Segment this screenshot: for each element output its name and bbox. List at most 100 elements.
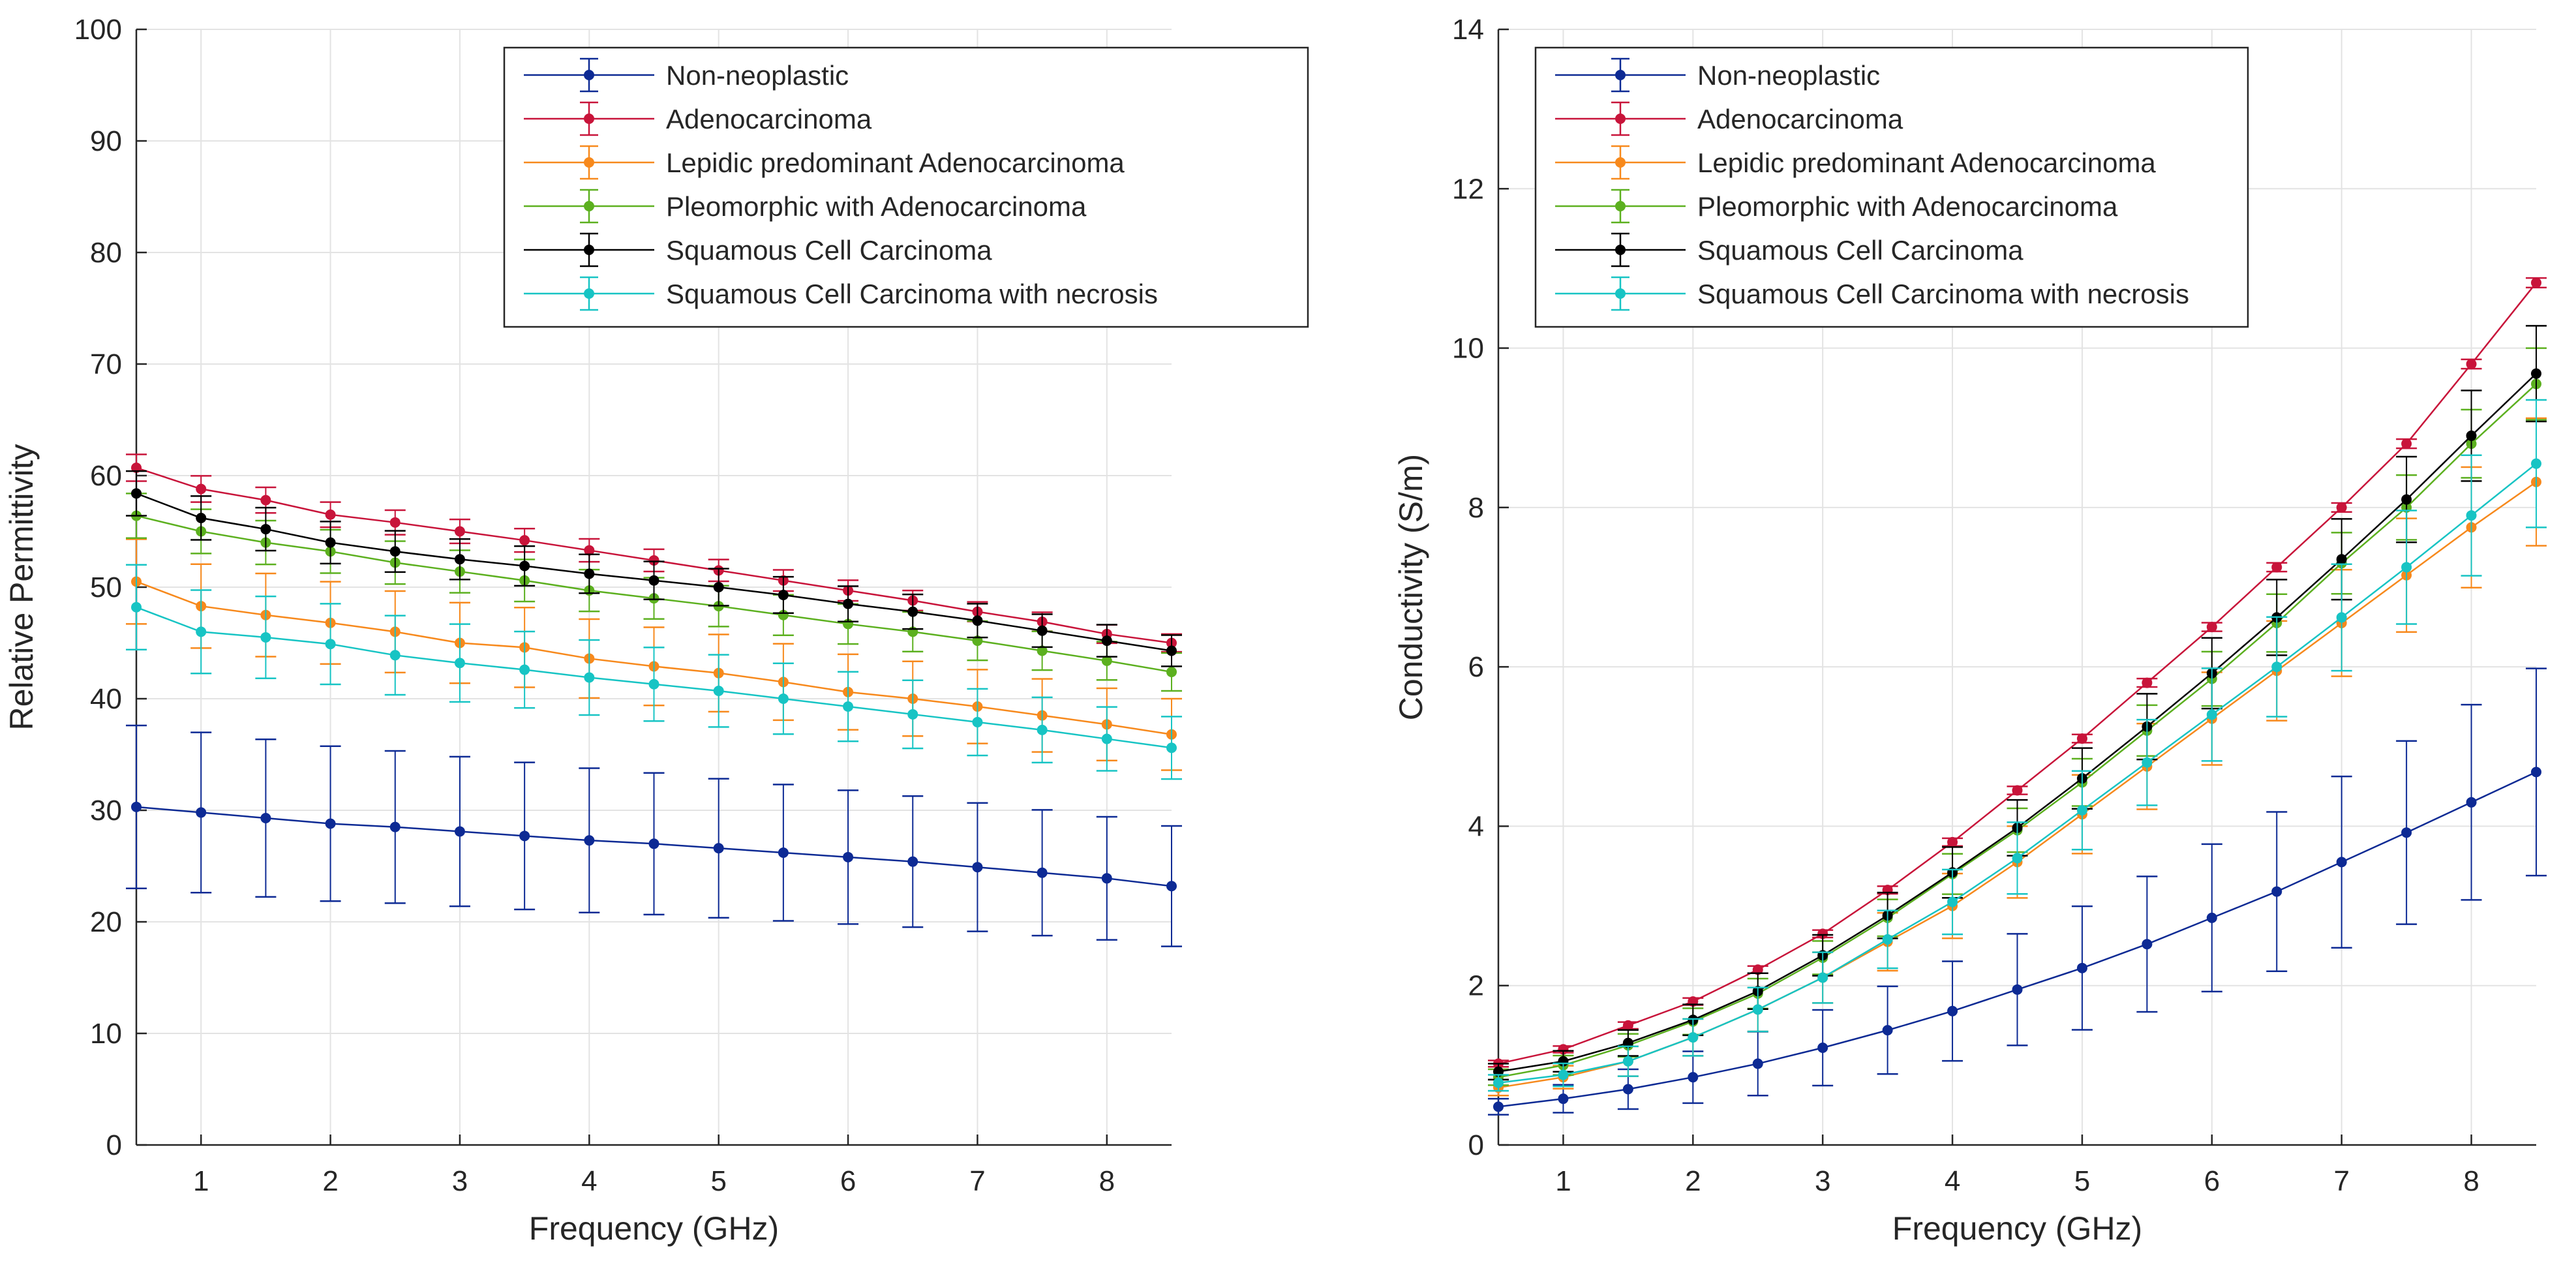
data-point xyxy=(1882,934,1893,945)
legend-label: Squamous Cell Carcinoma xyxy=(1697,235,2023,266)
data-point xyxy=(2142,757,2153,768)
legend-item: Adenocarcinoma xyxy=(1555,101,1903,136)
data-point xyxy=(972,862,983,873)
data-point xyxy=(260,524,271,535)
x-tick-label: 6 xyxy=(2204,1165,2220,1197)
data-point xyxy=(389,821,401,832)
series-non-neoplastic xyxy=(126,724,1182,947)
legend-box xyxy=(503,46,1309,328)
data-point xyxy=(454,554,465,565)
data-point xyxy=(2336,857,2347,868)
legend-marker xyxy=(1615,157,1626,168)
data-point xyxy=(2012,785,2023,796)
x-axis-label: Frequency (GHz) xyxy=(1892,1210,2142,1247)
data-point xyxy=(2531,458,2541,469)
x-tick-label: 6 xyxy=(840,1165,856,1197)
y-tick-label: 10 xyxy=(90,1018,122,1050)
data-point xyxy=(2401,562,2412,573)
series-non-neoplastic xyxy=(1488,667,2547,1116)
data-point xyxy=(2531,277,2541,288)
legend-item: Squamous Cell Carcinoma xyxy=(1555,232,2023,267)
legend-item: Squamous Cell Carcinoma with necrosis xyxy=(1555,276,2189,311)
data-point xyxy=(1493,1101,1504,1112)
data-point xyxy=(389,650,401,661)
data-point xyxy=(2206,622,2217,633)
data-point xyxy=(584,568,595,579)
data-point xyxy=(1752,1058,1763,1069)
data-point xyxy=(2401,438,2412,450)
data-point xyxy=(648,678,659,690)
data-point xyxy=(454,658,465,669)
legend-marker xyxy=(1615,201,1626,211)
legend-item: Squamous Cell Carcinoma with necrosis xyxy=(524,276,1158,311)
data-point xyxy=(454,826,465,837)
y-tick-label: 4 xyxy=(1468,810,1484,842)
data-point xyxy=(972,716,983,727)
x-tick-label: 3 xyxy=(452,1165,468,1197)
data-point xyxy=(1622,1084,1633,1095)
data-point xyxy=(1558,1093,1569,1105)
data-point xyxy=(2012,853,2023,864)
x-tick-label: 4 xyxy=(581,1165,597,1197)
x-tick-label: 4 xyxy=(1945,1165,1960,1197)
legend-marker xyxy=(584,70,594,80)
data-point xyxy=(131,801,142,812)
x-tick-label: 7 xyxy=(2333,1165,2349,1197)
data-point xyxy=(1558,1069,1569,1080)
data-point xyxy=(2336,554,2347,565)
data-point xyxy=(389,517,401,528)
data-point xyxy=(1947,1005,1958,1016)
legend-item: Squamous Cell Carcinoma xyxy=(524,232,992,267)
y-tick-label: 90 xyxy=(90,125,122,157)
x-tick-label: 5 xyxy=(710,1165,726,1197)
x-tick-label: 1 xyxy=(193,1165,209,1197)
legend-label: Non-neoplastic xyxy=(666,60,849,91)
x-tick-label: 7 xyxy=(969,1165,985,1197)
legend-marker xyxy=(584,114,594,124)
data-point xyxy=(1688,1072,1699,1083)
data-point xyxy=(196,512,207,523)
legend-item: Adenocarcinoma xyxy=(524,101,872,136)
data-point xyxy=(2401,494,2412,505)
x-tick-label: 8 xyxy=(2463,1165,2479,1197)
data-point xyxy=(648,575,659,586)
data-point xyxy=(2466,797,2477,808)
data-point xyxy=(1101,655,1112,666)
y-tick-label: 12 xyxy=(1452,173,1484,205)
legend-box xyxy=(1534,46,2249,328)
series-squamous-cell-carcinoma xyxy=(126,470,1182,667)
data-point xyxy=(260,495,271,506)
legend-item: Non-neoplastic xyxy=(1555,57,1880,93)
data-point xyxy=(778,589,789,600)
data-point xyxy=(1037,867,1048,878)
data-point xyxy=(1752,964,1763,975)
data-point xyxy=(1947,836,1958,847)
data-point xyxy=(1166,742,1177,754)
legend-label: Lepidic predominant Adenocarcinoma xyxy=(1697,147,2156,178)
x-tick-label: 5 xyxy=(2074,1165,2090,1197)
data-point xyxy=(1037,645,1048,656)
legend-marker xyxy=(1615,70,1626,80)
series-squamous-cell-carcinoma-with-necrosis xyxy=(1488,399,2547,1092)
y-tick-label: 2 xyxy=(1468,970,1484,1002)
data-point xyxy=(843,598,854,609)
data-point xyxy=(2401,827,2412,838)
legend-label: Pleomorphic with Adenocarcinoma xyxy=(666,191,1087,222)
data-point xyxy=(778,847,789,858)
data-point xyxy=(584,672,595,683)
y-tick-label: 70 xyxy=(90,348,122,380)
data-point xyxy=(2271,886,2282,897)
legend-label: Adenocarcinoma xyxy=(1697,104,1903,134)
legend-marker xyxy=(1615,245,1626,255)
data-point xyxy=(1752,1004,1763,1015)
data-point xyxy=(325,509,336,520)
data-point xyxy=(2076,805,2087,815)
data-point xyxy=(584,545,595,556)
data-point xyxy=(1688,1032,1699,1043)
data-point xyxy=(2206,709,2217,720)
series-adenocarcinoma xyxy=(126,453,1182,653)
data-point xyxy=(389,546,401,557)
data-point xyxy=(519,831,530,842)
data-point xyxy=(2206,912,2217,923)
data-point xyxy=(454,526,465,537)
